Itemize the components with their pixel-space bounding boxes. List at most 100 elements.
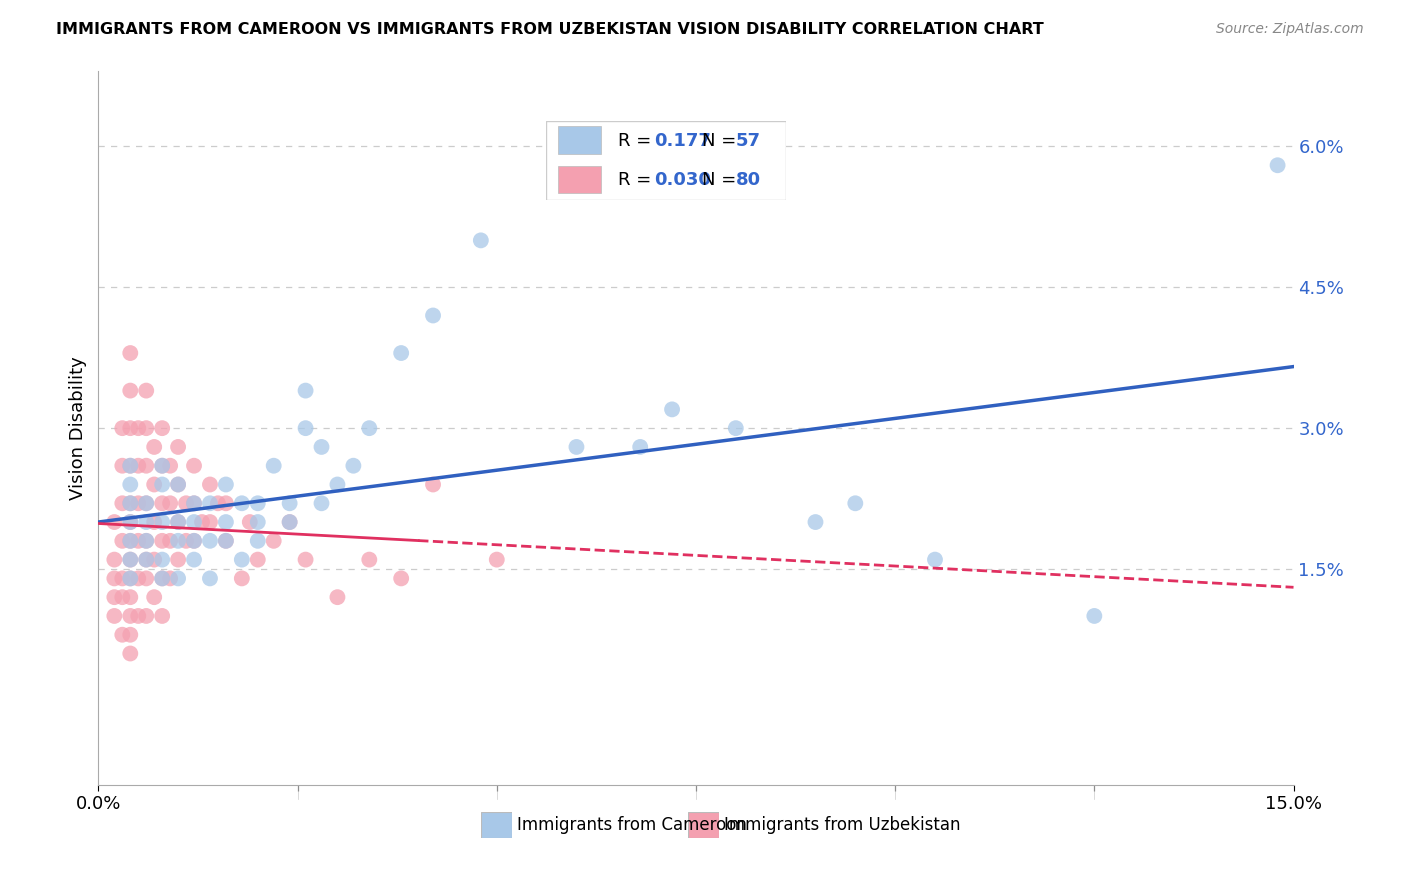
Point <box>120 515 142 529</box>
Point <box>120 552 142 566</box>
Point <box>120 421 142 435</box>
Point <box>150 533 173 548</box>
Point <box>326 590 349 604</box>
Point <box>359 421 381 435</box>
Point <box>103 571 125 585</box>
Point <box>183 533 205 548</box>
Point <box>111 496 134 510</box>
Point <box>135 496 157 510</box>
Point <box>215 533 238 548</box>
Text: R =: R = <box>619 131 651 150</box>
Point <box>174 533 197 548</box>
Point <box>120 496 142 510</box>
Point <box>198 496 221 510</box>
Point <box>215 515 238 529</box>
Point <box>183 496 205 510</box>
Point <box>111 458 134 473</box>
Point <box>150 421 173 435</box>
Point <box>143 440 166 454</box>
Point <box>120 590 142 604</box>
Point <box>120 458 142 473</box>
Point <box>111 628 134 642</box>
Point <box>294 421 316 435</box>
Point <box>120 552 142 566</box>
Point <box>143 552 166 566</box>
Point <box>120 533 142 548</box>
Point <box>294 552 316 566</box>
Point <box>111 590 134 604</box>
Point <box>326 477 349 491</box>
Point <box>103 552 125 566</box>
Point <box>263 533 285 548</box>
Point <box>311 440 333 454</box>
Point <box>150 552 173 566</box>
Point <box>422 477 444 491</box>
Point <box>278 515 301 529</box>
Point <box>924 552 946 566</box>
Point <box>135 458 157 473</box>
Point <box>167 533 190 548</box>
FancyBboxPatch shape <box>546 120 786 200</box>
Point <box>159 458 181 473</box>
Point <box>135 496 157 510</box>
Point <box>103 609 125 624</box>
Point <box>111 421 134 435</box>
Point <box>135 571 157 585</box>
Point <box>167 477 190 491</box>
Point <box>628 440 651 454</box>
Point <box>127 571 149 585</box>
Point <box>120 458 142 473</box>
Point <box>150 458 173 473</box>
Point <box>120 571 142 585</box>
Point <box>389 346 412 360</box>
Point <box>1083 609 1105 624</box>
Point <box>246 552 269 566</box>
Point <box>167 571 190 585</box>
Point <box>183 552 205 566</box>
Point <box>167 477 190 491</box>
Point <box>150 571 173 585</box>
Point <box>198 477 221 491</box>
Text: 0.030: 0.030 <box>654 171 711 189</box>
Point <box>120 477 142 491</box>
Point <box>167 515 190 529</box>
Y-axis label: Vision Disability: Vision Disability <box>69 356 87 500</box>
Point <box>239 515 262 529</box>
Point <box>263 458 285 473</box>
Point <box>127 496 149 510</box>
Point <box>207 496 229 510</box>
Text: Source: ZipAtlas.com: Source: ZipAtlas.com <box>1216 22 1364 37</box>
Point <box>278 496 301 510</box>
Point <box>103 515 125 529</box>
Point <box>565 440 588 454</box>
Point <box>422 309 444 323</box>
Point <box>198 515 221 529</box>
Point <box>135 552 157 566</box>
Point <box>1267 158 1289 172</box>
Point <box>246 533 269 548</box>
Point <box>127 533 149 548</box>
Point <box>174 496 197 510</box>
Point <box>143 515 166 529</box>
Point <box>231 496 253 510</box>
Text: Immigrants from Uzbekistan: Immigrants from Uzbekistan <box>724 816 960 834</box>
Point <box>231 552 253 566</box>
Point <box>183 515 205 529</box>
Point <box>167 440 190 454</box>
Point <box>724 421 747 435</box>
Text: R =: R = <box>619 171 651 189</box>
Point <box>120 609 142 624</box>
Point <box>120 496 142 510</box>
Point <box>150 571 173 585</box>
Point <box>120 515 142 529</box>
Text: IMMIGRANTS FROM CAMEROON VS IMMIGRANTS FROM UZBEKISTAN VISION DISABILITY CORRELA: IMMIGRANTS FROM CAMEROON VS IMMIGRANTS F… <box>56 22 1045 37</box>
Point <box>135 533 157 548</box>
Point <box>215 477 238 491</box>
Point <box>127 421 149 435</box>
Point <box>246 515 269 529</box>
Point <box>135 552 157 566</box>
Point <box>311 496 333 510</box>
Point <box>150 496 173 510</box>
Point <box>183 458 205 473</box>
Text: N =: N = <box>702 171 737 189</box>
